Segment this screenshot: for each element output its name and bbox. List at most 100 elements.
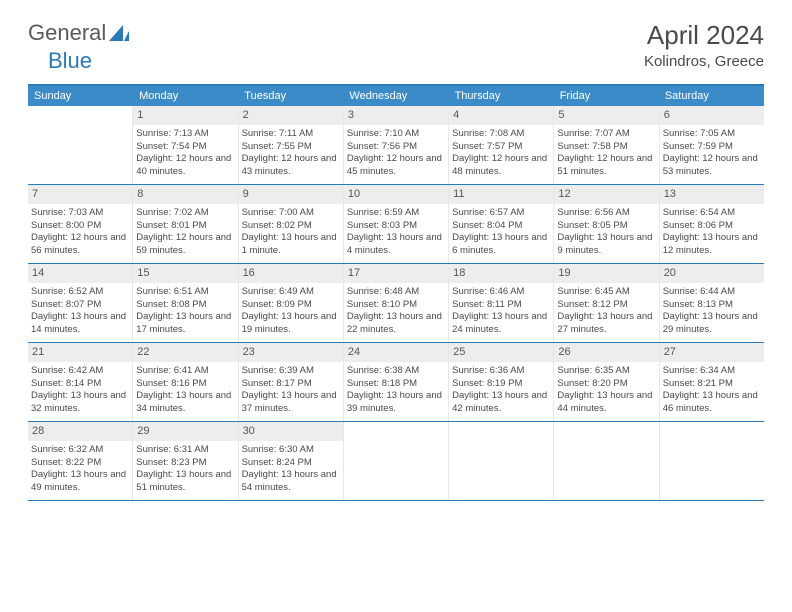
day-cell: 1Sunrise: 7:13 AMSunset: 7:54 PMDaylight… — [133, 106, 238, 184]
day-cell: 21Sunrise: 6:42 AMSunset: 8:14 PMDayligh… — [28, 343, 133, 421]
sunrise-line: Sunrise: 6:49 AM — [242, 286, 340, 299]
day-body: Sunrise: 6:52 AMSunset: 8:07 PMDaylight:… — [31, 286, 129, 337]
daylight-line: Daylight: 12 hours and 48 minutes. — [452, 153, 550, 179]
sunrise-line: Sunrise: 6:36 AM — [452, 365, 550, 378]
day-cell: 7Sunrise: 7:03 AMSunset: 8:00 PMDaylight… — [28, 185, 133, 263]
day-body: Sunrise: 7:07 AMSunset: 7:58 PMDaylight:… — [557, 128, 655, 179]
day-cell: 2 Sunrise: 7:11 AMSunset: 7:55 PMDaylight… — [239, 106, 344, 184]
sunrise-line: Sunrise: 6:35 AM — [557, 365, 655, 378]
sunrise-line: Sunrise: 7:11 AM — [242, 128, 340, 141]
day-body: Sunrise: 7:08 AMSunset: 7:57 PMDaylight:… — [452, 128, 550, 179]
day-body: Sunrise: 7:11 AMSunset: 7:55 PMDaylight:… — [242, 128, 340, 179]
day-cell — [449, 422, 554, 500]
sunset-line: Sunset: 7:57 PM — [452, 141, 550, 154]
sunset-line: Sunset: 8:22 PM — [31, 457, 129, 470]
sunset-line: Sunset: 8:19 PM — [452, 378, 550, 391]
logo-sail-icon — [109, 25, 129, 41]
day-number: 14 — [28, 264, 132, 283]
dow-cell: Thursday — [449, 86, 554, 106]
day-number: 8 — [133, 185, 237, 204]
day-cell — [554, 422, 659, 500]
daylight-line: Daylight: 12 hours and 56 minutes. — [31, 232, 129, 258]
dow-cell: Saturday — [659, 86, 764, 106]
day-body: Sunrise: 6:51 AMSunset: 8:08 PMDaylight:… — [136, 286, 234, 337]
week-row: 21Sunrise: 6:42 AMSunset: 8:14 PMDayligh… — [28, 343, 764, 422]
day-number: 3 — [344, 106, 448, 125]
day-cell: 22Sunrise: 6:41 AMSunset: 8:16 PMDayligh… — [133, 343, 238, 421]
sunset-line: Sunset: 8:01 PM — [136, 220, 234, 233]
day-number: 18 — [449, 264, 553, 283]
day-body: Sunrise: 6:46 AMSunset: 8:11 PMDaylight:… — [452, 286, 550, 337]
day-cell: 11Sunrise: 6:57 AMSunset: 8:04 PMDayligh… — [449, 185, 554, 263]
day-number: 1 — [133, 106, 237, 125]
day-body: Sunrise: 6:42 AMSunset: 8:14 PMDaylight:… — [31, 365, 129, 416]
week-row: 1Sunrise: 7:13 AMSunset: 7:54 PMDaylight… — [28, 106, 764, 185]
sunset-line: Sunset: 8:17 PM — [242, 378, 340, 391]
day-cell — [660, 422, 764, 500]
sunrise-line: Sunrise: 6:57 AM — [452, 207, 550, 220]
day-cell: 8Sunrise: 7:02 AMSunset: 8:01 PMDaylight… — [133, 185, 238, 263]
dow-cell: Monday — [133, 86, 238, 106]
day-body: Sunrise: 6:31 AMSunset: 8:23 PMDaylight:… — [136, 444, 234, 495]
day-cell: 25Sunrise: 6:36 AMSunset: 8:19 PMDayligh… — [449, 343, 554, 421]
dow-cell: Tuesday — [238, 86, 343, 106]
sunrise-line: Sunrise: 6:46 AM — [452, 286, 550, 299]
day-cell — [344, 422, 449, 500]
daylight-line: Daylight: 13 hours and 29 minutes. — [663, 311, 761, 337]
sunset-line: Sunset: 8:02 PM — [242, 220, 340, 233]
daylight-line: Daylight: 13 hours and 32 minutes. — [31, 390, 129, 416]
day-number: 4 — [449, 106, 553, 125]
day-number: 6 — [660, 106, 764, 125]
day-number: 24 — [344, 343, 448, 362]
sunset-line: Sunset: 8:07 PM — [31, 299, 129, 312]
sunrise-line: Sunrise: 6:52 AM — [31, 286, 129, 299]
day-number: 9 — [239, 185, 343, 204]
day-body: Sunrise: 6:35 AMSunset: 8:20 PMDaylight:… — [557, 365, 655, 416]
day-cell: 3Sunrise: 7:10 AMSunset: 7:56 PMDaylight… — [344, 106, 449, 184]
daylight-line: Daylight: 13 hours and 34 minutes. — [136, 390, 234, 416]
daylight-line: Daylight: 13 hours and 12 minutes. — [663, 232, 761, 258]
sunrise-line: Sunrise: 7:13 AM — [136, 128, 234, 141]
sunset-line: Sunset: 8:16 PM — [136, 378, 234, 391]
day-cell: 12Sunrise: 6:56 AMSunset: 8:05 PMDayligh… — [554, 185, 659, 263]
sunrise-line: Sunrise: 7:08 AM — [452, 128, 550, 141]
sunrise-line: Sunrise: 6:54 AM — [663, 207, 761, 220]
sunset-line: Sunset: 7:58 PM — [557, 141, 655, 154]
sunset-line: Sunset: 7:56 PM — [347, 141, 445, 154]
day-cell: 15Sunrise: 6:51 AMSunset: 8:08 PMDayligh… — [133, 264, 238, 342]
sunrise-line: Sunrise: 7:07 AM — [557, 128, 655, 141]
day-number: 11 — [449, 185, 553, 204]
day-cell: 19Sunrise: 6:45 AMSunset: 8:12 PMDayligh… — [554, 264, 659, 342]
sunset-line: Sunset: 8:05 PM — [557, 220, 655, 233]
day-cell: 4 Sunrise: 7:08 AMSunset: 7:57 PMDaylight… — [449, 106, 554, 184]
daylight-line: Daylight: 13 hours and 19 minutes. — [242, 311, 340, 337]
sunrise-line: Sunrise: 6:32 AM — [31, 444, 129, 457]
dow-row: SundayMondayTuesdayWednesdayThursdayFrid… — [28, 86, 764, 106]
sunrise-line: Sunrise: 6:38 AM — [347, 365, 445, 378]
week-row: 14Sunrise: 6:52 AMSunset: 8:07 PMDayligh… — [28, 264, 764, 343]
day-number: 2 — [239, 106, 343, 125]
sunrise-line: Sunrise: 6:31 AM — [136, 444, 234, 457]
daylight-line: Daylight: 13 hours and 14 minutes. — [31, 311, 129, 337]
daylight-line: Daylight: 12 hours and 51 minutes. — [557, 153, 655, 179]
day-cell: 20Sunrise: 6:44 AMSunset: 8:13 PMDayligh… — [660, 264, 764, 342]
sunrise-line: Sunrise: 6:44 AM — [663, 286, 761, 299]
week-row: 28Sunrise: 6:32 AMSunset: 8:22 PMDayligh… — [28, 422, 764, 501]
sunset-line: Sunset: 8:04 PM — [452, 220, 550, 233]
day-body: Sunrise: 6:41 AMSunset: 8:16 PMDaylight:… — [136, 365, 234, 416]
sunrise-line: Sunrise: 6:56 AM — [557, 207, 655, 220]
day-body: Sunrise: 7:05 AMSunset: 7:59 PMDaylight:… — [663, 128, 761, 179]
daylight-line: Daylight: 12 hours and 59 minutes. — [136, 232, 234, 258]
day-cell: 18 Sunrise: 6:46 AMSunset: 8:11 PMDayligh… — [449, 264, 554, 342]
day-body: Sunrise: 7:00 AMSunset: 8:02 PMDaylight:… — [242, 207, 340, 258]
day-body: Sunrise: 6:48 AMSunset: 8:10 PMDaylight:… — [347, 286, 445, 337]
sunrise-line: Sunrise: 6:30 AM — [242, 444, 340, 457]
day-body: Sunrise: 6:56 AMSunset: 8:05 PMDaylight:… — [557, 207, 655, 258]
day-cell: 6 Sunrise: 7:05 AMSunset: 7:59 PMDaylight… — [660, 106, 764, 184]
day-cell: 17Sunrise: 6:48 AMSunset: 8:10 PMDayligh… — [344, 264, 449, 342]
daylight-line: Daylight: 12 hours and 43 minutes. — [242, 153, 340, 179]
sunset-line: Sunset: 8:21 PM — [663, 378, 761, 391]
sunset-line: Sunset: 8:24 PM — [242, 457, 340, 470]
day-cell: 29Sunrise: 6:31 AMSunset: 8:23 PMDayligh… — [133, 422, 238, 500]
location: Kolindros, Greece — [644, 53, 764, 70]
